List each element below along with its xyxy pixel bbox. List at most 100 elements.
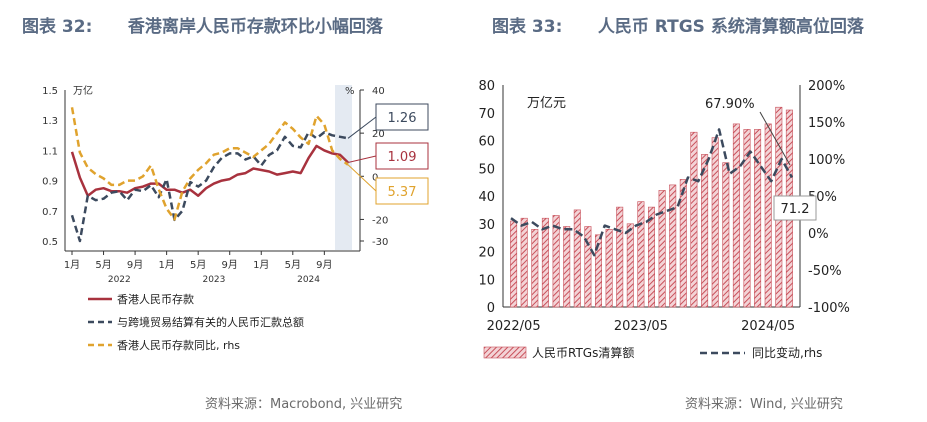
- left-callout-label-2: 5.37: [388, 185, 417, 200]
- right-yoy-line: [510, 128, 794, 257]
- right-ytick-right-0: 200%: [808, 79, 845, 94]
- right-bar-14: [658, 190, 666, 308]
- right-ytick-left-6: 20: [478, 246, 495, 261]
- left-xtick-3: 1月: [158, 259, 174, 271]
- right-legend-label-0: 人民币RTGs清算额: [532, 345, 634, 360]
- right-bar-7: [584, 226, 592, 308]
- left-legend-label-0: 香港人民币存款: [117, 292, 194, 306]
- left-ytick-right-3: -20: [372, 215, 388, 226]
- right-bar-15: [669, 184, 677, 308]
- right-source: 资料来源：Wind, 兴业研究: [685, 397, 843, 412]
- right-ytick-left-2: 60: [478, 135, 495, 150]
- right-bar-11: [626, 223, 634, 308]
- right-ytick-right-5: -50%: [808, 264, 842, 279]
- left-callout-box-1: [375, 142, 429, 170]
- left-ytick-left-3: 0.9: [42, 177, 58, 188]
- left-year-2: 2024: [297, 275, 320, 285]
- right-bar-1: [520, 217, 528, 308]
- left-figure-title: 图表 32: 香港离岸人民币存款环比小幅回落: [22, 17, 383, 37]
- right-bar-23: [754, 129, 762, 308]
- left-xtick-6: 1月: [253, 259, 269, 271]
- right-bar-20: [722, 162, 730, 308]
- left-callout-box-2: [375, 177, 429, 205]
- right-bar-4: [552, 215, 560, 308]
- right-bar-9: [605, 229, 613, 308]
- right-ytick-left-8: 0: [487, 301, 495, 316]
- left-ytick-left-4: 0.7: [42, 207, 58, 218]
- right-legend-swatch-0: [483, 346, 527, 359]
- right-ytick-right-4: 0%: [808, 227, 829, 242]
- left-callout-label-1: 1.09: [388, 150, 417, 165]
- right-ytick-left-1: 70: [478, 107, 495, 122]
- right-annotation-box: [773, 195, 817, 221]
- left-chart: 万亿 % 1.5 1.3 1.1 0.9 0.7 0.5 40 20 0 -20 -30 1月 5月…: [42, 84, 429, 352]
- left-xtick-4: 5月: [190, 259, 206, 271]
- left-ytick-right-2: 0: [372, 172, 378, 183]
- right-bar-8: [594, 234, 602, 308]
- right-xtick-2: 2024/05: [741, 319, 795, 334]
- right-xtick-1: 2023/05: [614, 319, 668, 334]
- right-annotation-peak: 67.90%: [705, 97, 755, 112]
- left-ytick-left-2: 1.1: [42, 146, 58, 157]
- left-unit-right: %: [345, 86, 355, 97]
- right-ytick-left-0: 80: [478, 79, 495, 94]
- right-bar-3: [541, 217, 549, 308]
- left-series-line-2: [70, 107, 349, 221]
- right-bar-18: [701, 154, 709, 308]
- left-year-1: 2023: [202, 275, 225, 285]
- left-xtick-0: 1月: [64, 259, 80, 271]
- right-bar-10: [616, 206, 624, 308]
- left-unit-left: 万亿: [73, 84, 93, 97]
- left-legend-label-1: 与跨境贸易结算有关的人民币汇款总额: [117, 315, 304, 329]
- right-ytick-right-2: 100%: [808, 153, 845, 168]
- right-bar-17: [690, 131, 698, 308]
- right-bar-19: [711, 137, 719, 308]
- right-bar-13: [647, 206, 655, 308]
- right-ytick-left-4: 40: [478, 190, 495, 205]
- left-callout-leader-1: [347, 155, 377, 163]
- right-xtick-0: 2022/05: [487, 319, 541, 334]
- left-series-line-1: [70, 131, 349, 243]
- right-ytick-right-6: -100%: [808, 301, 850, 316]
- left-ytick-left-0: 1.5: [42, 86, 58, 97]
- right-annotation-peak-leader: [759, 111, 791, 166]
- left-legend-label-2: 香港人民币存款同比, rhs: [117, 338, 240, 352]
- right-figure-title: 图表 33: 人民币 RTGS 系统清算额高位回落: [492, 17, 864, 37]
- right-legend-label-1: 同比变动,rhs: [752, 345, 822, 360]
- right-bar-24: [764, 123, 772, 308]
- right-bar-2: [531, 229, 539, 308]
- right-bar-21: [732, 123, 740, 308]
- left-xtick-7: 5月: [285, 259, 301, 271]
- right-bar-22: [743, 129, 751, 308]
- left-callout-box-0: [375, 103, 429, 131]
- right-unit-left: 万亿元: [527, 96, 566, 111]
- left-ytick-right-1: 20: [372, 129, 385, 140]
- left-series-line-0: [70, 144, 349, 197]
- right-ytick-left-5: 30: [478, 218, 495, 233]
- right-bar-0: [510, 220, 518, 308]
- left-xtick-2: 9月: [127, 259, 143, 271]
- left-ytick-right-0: 40: [372, 86, 385, 97]
- right-ytick-left-3: 50: [478, 162, 495, 177]
- left-ytick-left-1: 1.3: [42, 116, 58, 127]
- right-bar-16: [679, 179, 687, 308]
- right-ytick-left-7: 10: [478, 273, 495, 288]
- left-callout-label-0: 1.26: [388, 111, 417, 126]
- right-bar-12: [637, 201, 645, 308]
- left-xtick-5: 9月: [222, 259, 238, 271]
- left-callout-leader-0: [347, 116, 377, 139]
- right-bar-5: [563, 226, 571, 308]
- right-ytick-right-1: 150%: [808, 116, 845, 131]
- left-callout-leader-2: [347, 164, 377, 192]
- left-ytick-right-4: -30: [372, 237, 388, 248]
- left-highlight-band: [335, 85, 352, 250]
- right-bar-6: [573, 209, 581, 308]
- right-annotation-last: 71.2: [781, 202, 810, 217]
- left-xtick-8: 9月: [316, 259, 332, 271]
- left-source: 资料来源：Macrobond, 兴业研究: [205, 397, 403, 412]
- left-xtick-1: 5月: [95, 259, 111, 271]
- left-year-0: 2022: [108, 275, 131, 285]
- left-ytick-left-5: 0.5: [42, 237, 58, 248]
